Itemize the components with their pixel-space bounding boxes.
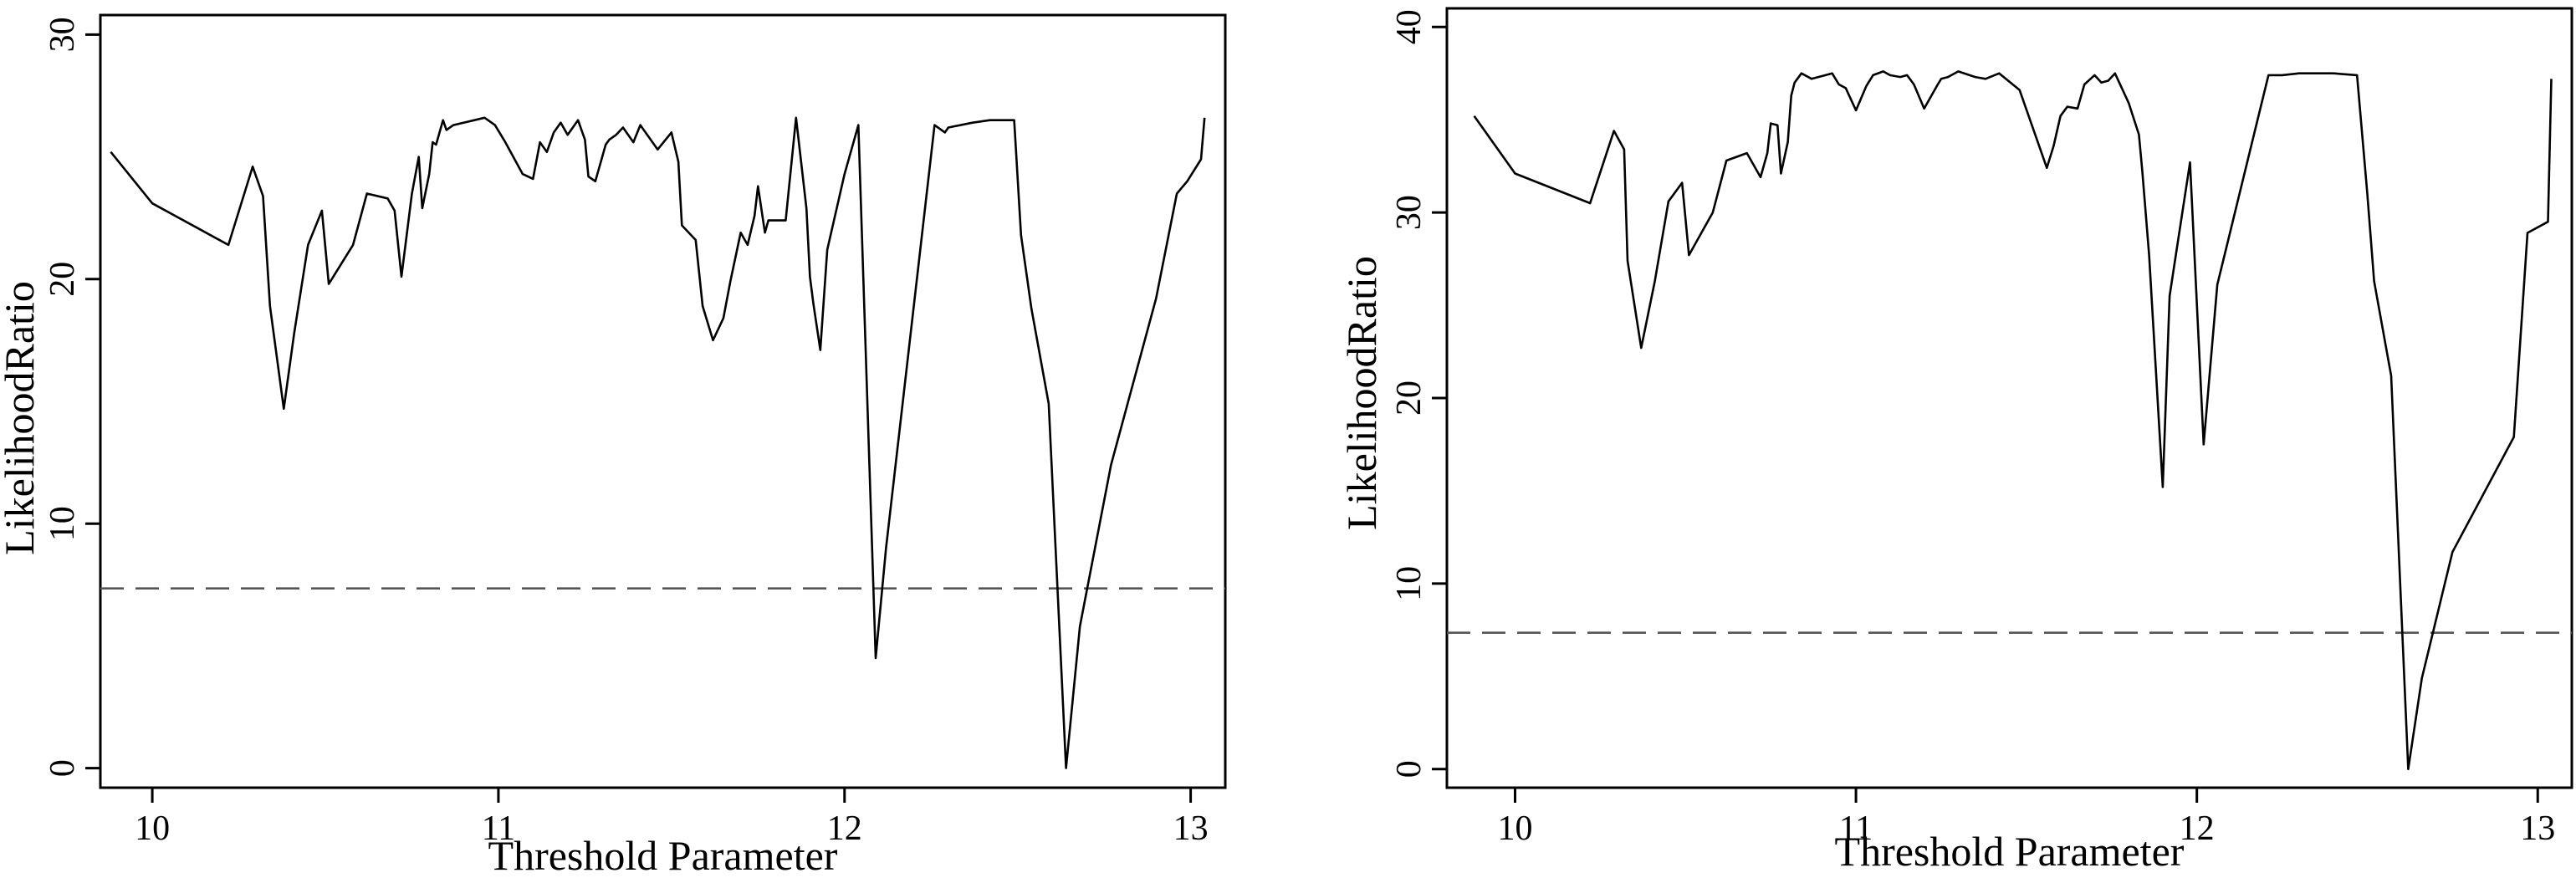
y-axis-label: LikelihoodRatio bbox=[1338, 256, 1385, 530]
x-tick-label: 12 bbox=[827, 809, 862, 848]
y-tick-label: 10 bbox=[1390, 566, 1429, 601]
right-chart-panel: 0 10 20 30 40 10 11 12 13 Threshold Parameter Like… bbox=[1338, 7, 2573, 875]
y-tick-label: 20 bbox=[43, 262, 82, 297]
plot-frame bbox=[99, 13, 1227, 789]
likelihood-ratio-series-line bbox=[1473, 70, 2553, 771]
y-tick-label: 0 bbox=[1390, 760, 1429, 778]
y-tick-label: 30 bbox=[1390, 195, 1429, 230]
x-tick-label: 13 bbox=[1173, 809, 1209, 848]
y-tick-label: 10 bbox=[43, 506, 82, 541]
x-axis-label: Threshold Parameter bbox=[488, 832, 838, 878]
x-axis-label: Threshold Parameter bbox=[1835, 828, 2185, 875]
y-tick-label: 0 bbox=[43, 759, 82, 777]
y-axis-label: LikelihoodRatio bbox=[0, 281, 43, 555]
x-tick-label: 11 bbox=[1839, 809, 1873, 848]
likelihood-ratio-series-line bbox=[110, 116, 1206, 769]
y-tick-label: 40 bbox=[1390, 9, 1429, 44]
x-tick-label: 10 bbox=[1498, 809, 1533, 848]
y-tick-label: 30 bbox=[43, 17, 82, 52]
x-tick-label: 11 bbox=[482, 809, 515, 848]
x-tick-label: 12 bbox=[2180, 809, 2215, 848]
x-tick-label: 13 bbox=[2520, 809, 2555, 848]
x-tick-label: 10 bbox=[135, 809, 170, 848]
left-chart-panel: 0 10 20 30 10 11 12 13 Threshold Parameter Likeli… bbox=[0, 13, 1227, 878]
y-tick-label: 20 bbox=[1390, 380, 1429, 416]
